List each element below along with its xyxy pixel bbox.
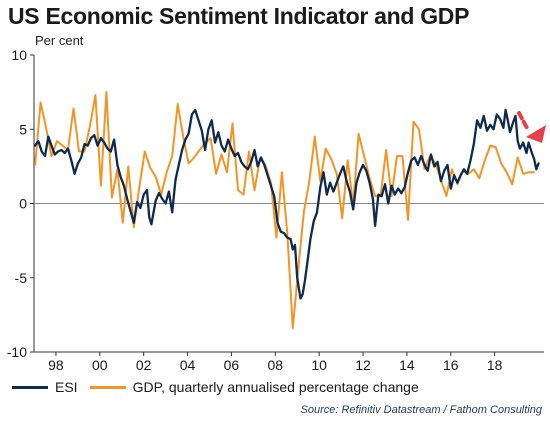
legend: ESI GDP, quarterly annualised percentage… [12,379,431,395]
x-tick-label: 04 [180,357,196,373]
y-tick-label: -10 [7,344,27,360]
series-line-esi [33,108,540,300]
x-tick-label: 06 [224,357,240,373]
legend-label-gdp: GDP, quarterly annualised percentage cha… [132,379,419,395]
source-note: Source: Refinitiv Datastream / Fathom Co… [300,404,543,416]
x-tick-label: 12 [355,357,371,373]
series-layer [33,91,540,330]
x-tick-label: 00 [92,357,108,373]
x-tick-label: 14 [399,357,415,373]
legend-label-esi: ESI [55,379,78,395]
x-tick-label: 10 [311,357,327,373]
y-tick-label: 5 [19,121,27,137]
y-tick-label: -5 [15,270,28,286]
x-tick-label: 16 [443,357,459,373]
series-line-gdp [34,91,536,330]
y-tick-label: 0 [19,196,27,212]
x-tick-label: 02 [136,357,152,373]
chart-title: US Economic Sentiment Indicator and GDP [8,3,470,29]
arrow-dash-1 [517,111,529,130]
x-tick-label: 08 [268,357,284,373]
legend-swatch-esi [12,385,48,389]
x-tick-label: 18 [487,357,503,373]
arrow-head [526,125,546,143]
y-axis-label: Per cent [35,33,84,48]
legend-item-gdp: GDP, quarterly annualised percentage cha… [89,379,419,395]
axes: 10 5 0 -5 -10 98 00 02 04 06 08 10 12 14 16 18 [7,47,544,373]
trend-arrow-annotation [517,111,546,143]
x-tick-label: 98 [48,357,64,373]
y-tick-label: 10 [11,47,27,63]
legend-item-esi: ESI [12,379,78,395]
legend-swatch-gdp [89,385,126,389]
